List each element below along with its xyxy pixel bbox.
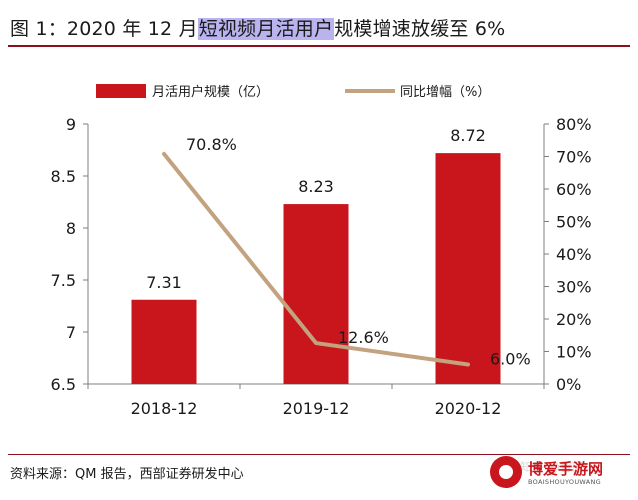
watermark-logo-icon	[490, 456, 522, 488]
bottom-rule	[8, 454, 630, 455]
source-note: 资料来源：QM 报告，西部证券研发中心	[10, 467, 244, 482]
right-tick-label: 20%	[556, 310, 592, 329]
growth-line	[162, 151, 470, 367]
right-tick-label: 70%	[556, 148, 592, 167]
legend: 月活用户规模（亿） 同比增幅（%）	[96, 84, 490, 100]
title-highlight: 短视频月活用户	[197, 18, 335, 40]
axes: 6.5 7 7.5 8 8.5 9 0% 10% 20% 30% 40% 50% 60% 70% 80% 20…	[51, 115, 592, 418]
figure-header: 图 1：2020 年 12 月短视频月活用户规模增速放缓至 6%	[0, 0, 638, 47]
line-value-label: 70.8%	[186, 135, 237, 154]
line-value-label: 6.0%	[490, 350, 531, 369]
right-tick-label: 40%	[556, 245, 592, 264]
left-tick-label: 6.5	[51, 375, 76, 394]
bar	[283, 204, 349, 384]
bar-value-label: 8.72	[450, 126, 486, 145]
faint-watermark: 知乎 @智研	[520, 460, 584, 474]
right-tick-label: 80%	[556, 115, 592, 134]
bar-series	[131, 153, 501, 384]
left-tick-label: 7	[66, 323, 76, 342]
title-suffix: 规模增速放缓至 6%	[334, 18, 506, 40]
legend-bar-swatch	[96, 84, 146, 98]
right-tick-label: 50%	[556, 213, 592, 232]
watermark-subtitle: BOAISHOUYOUWANG	[528, 478, 602, 486]
right-tick-label: 10%	[556, 343, 592, 362]
x-tick-label: 2020-12	[435, 399, 502, 418]
site-watermark: 博爱手游网 BOAISHOUYOUWANG	[490, 452, 630, 496]
title-prefix: 图 1：2020 年 12 月	[10, 18, 198, 40]
x-tick-label: 2018-12	[131, 399, 198, 418]
left-tick-label: 8.5	[51, 167, 76, 186]
right-tick-label: 60%	[556, 180, 592, 199]
figure-title: 图 1：2020 年 12 月短视频月活用户规模增速放缓至 6%	[10, 14, 505, 41]
data-labels: 7.31 8.23 8.72 70.8% 12.6% 6.0%	[146, 126, 530, 368]
chart: 月活用户规模（亿） 同比增幅（%） 6.5 7 7.5 8 8.5 9 0% 10% 20% 30…	[51, 84, 592, 418]
legend-bar-label: 月活用户规模（亿）	[152, 84, 269, 100]
right-tick-label: 0%	[556, 375, 581, 394]
bar	[131, 299, 197, 384]
left-tick-label: 7.5	[51, 271, 76, 290]
bar-value-label: 7.31	[146, 273, 182, 292]
right-tick-label: 30%	[556, 278, 592, 297]
left-tick-label: 9	[66, 115, 76, 134]
bar-value-label: 8.23	[298, 177, 334, 196]
top-rule	[8, 45, 630, 47]
line-value-label: 12.6%	[338, 328, 389, 347]
line-series	[162, 151, 470, 367]
legend-line-label: 同比增幅（%）	[400, 85, 490, 100]
left-tick-label: 8	[66, 219, 76, 238]
bar	[435, 153, 501, 384]
watermark-title: 博爱手游网	[528, 460, 604, 478]
x-tick-label: 2019-12	[283, 399, 350, 418]
